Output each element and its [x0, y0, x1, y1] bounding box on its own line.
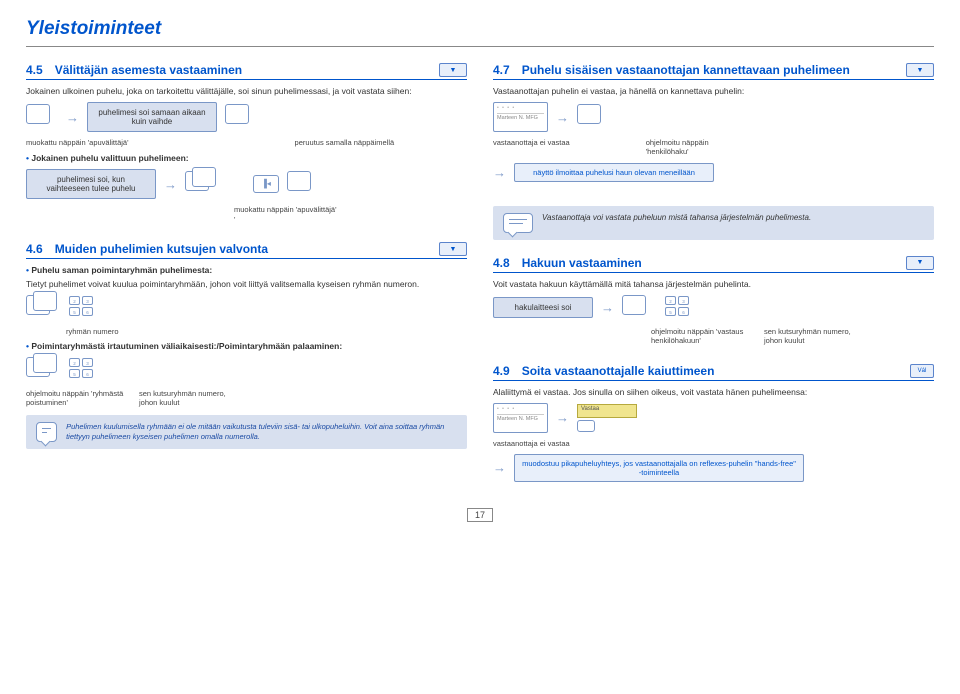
keypad-icon: 2356: [66, 296, 96, 320]
speech-bubble-icon: [36, 422, 57, 442]
status-info: muodostuu pikapuheluyhteys, jos vastaano…: [514, 454, 804, 482]
arrow-icon: →: [493, 165, 506, 180]
section-4-6-header: 4.6 Muiden puhelimien kutsujen valvonta: [26, 240, 467, 259]
note-box: Puhelimen kuulumisella ryhmään ei ole mi…: [26, 415, 467, 449]
note-text: Puhelimen kuulumisella ryhmään ei ole mi…: [66, 422, 457, 442]
softkey-icon: Vastaa: [577, 404, 637, 432]
arrow-icon: →: [556, 110, 569, 125]
label: ohjelmoitu näppäin 'henkilöhaku': [646, 138, 751, 157]
intro-text: Vastaanottajan puhelin ei vastaa, ja hän…: [493, 86, 934, 96]
speech-bubble-icon: [503, 213, 533, 233]
dropdown-icon: [439, 63, 467, 77]
key-overlap-icon: [26, 357, 58, 383]
arrow-icon: →: [493, 460, 506, 475]
section-number: 4.9: [493, 364, 510, 378]
section-title: Soita vastaanottajalle kaiuttimeen: [522, 364, 715, 378]
key-label: peruutus samalla näppäimellä: [295, 138, 395, 147]
label: vastaanottaja ei vastaa: [493, 439, 598, 448]
bullet-text: Jokainen puhelu valittuun puhelimeen:: [31, 153, 188, 163]
section-number: 4.5: [26, 63, 43, 77]
phone-screen-icon: • • • •Marteen N. MFG: [493, 403, 548, 433]
section-title: Hakuun vastaaminen: [522, 256, 642, 270]
intro-text: Jokainen ulkoinen puhelu, joka on tarkoi…: [26, 86, 467, 96]
arrow-icon: →: [66, 110, 79, 125]
right-column: 4.7 Puhelu sisäisen vastaanottajan kanne…: [493, 61, 934, 488]
info-box: puhelimesi soi samaan aikaan kuin vaihde: [87, 102, 217, 132]
section-4-7-header: 4.7 Puhelu sisäisen vastaanottajan kanne…: [493, 61, 934, 80]
label: ohjelmoitu näppäin 'ryhmästä poistuminen…: [26, 389, 131, 408]
label: sen kutsuryhmän numero, johon kuulut: [764, 327, 869, 346]
key-label: muokattu näppäin 'apuvälittäjä': [26, 138, 129, 147]
label: ryhmän numero: [66, 327, 171, 336]
key-overlap-icon: [26, 295, 58, 321]
section-title: Muiden puhelimien kutsujen valvonta: [55, 242, 268, 256]
key-indicator-icon: [225, 104, 257, 130]
label: sen kutsuryhmän numero, johon kuulut: [139, 389, 244, 408]
badge-icon: Vál: [910, 364, 934, 378]
key-label: muokattu näppäin 'apuvälittäjä' ': [234, 205, 339, 224]
arrow-icon: →: [164, 177, 177, 192]
key-indicator-icon: [622, 295, 654, 321]
key-overlap-icon: [185, 171, 217, 197]
phone-screen-icon: • • • •Marteen N. MFG: [493, 102, 548, 132]
keypad-icon: 2356: [662, 296, 692, 320]
section-number: 4.7: [493, 63, 510, 77]
arrow-icon: →: [601, 300, 614, 315]
section-number: 4.8: [493, 256, 510, 270]
section-title: Välittäjän asemesta vastaaminen: [55, 63, 242, 77]
note-box: Vastaanottaja voi vastata puheluun mistä…: [493, 206, 934, 240]
key-indicator-icon: [287, 171, 319, 197]
dropdown-icon: [906, 256, 934, 270]
bullet-text: Puhelu saman poimintaryhmän puhelimesta:: [31, 265, 212, 275]
left-column: 4.5 Välittäjän asemesta vastaaminen Joka…: [26, 61, 467, 488]
arrow-icon: →: [556, 410, 569, 425]
label: ohjelmoitu näppäin 'vastaus henkilöhakuu…: [651, 327, 756, 346]
body-text: Voit vastata hakuun käyttämällä mitä tah…: [493, 279, 934, 289]
bullet-text: Poimintaryhmästä irtautuminen väliaikais…: [31, 341, 342, 351]
section-4-5-header: 4.5 Välittäjän asemesta vastaaminen: [26, 61, 467, 80]
note-text: Vastaanottaja voi vastata puheluun mistä…: [542, 213, 811, 222]
play-key-icon: ▐◂: [253, 175, 279, 193]
key-indicator-icon: [577, 104, 609, 130]
info-box: hakulaitteesi soi: [493, 297, 593, 318]
section-title: Puhelu sisäisen vastaanottajan kannettav…: [522, 63, 850, 77]
section-4-8-header: 4.8 Hakuun vastaaminen: [493, 254, 934, 273]
label: vastaanottaja ei vastaa: [493, 138, 570, 147]
section-number: 4.6: [26, 242, 43, 256]
dropdown-icon: [906, 63, 934, 77]
page-title: Yleistoiminteet: [26, 18, 934, 46]
info-box: puhelimesi soi, kun vaihteeseen tulee pu…: [26, 169, 156, 199]
section-4-9-header: 4.9 Soita vastaanottajalle kaiuttimeen V…: [493, 362, 934, 381]
page-number: 17: [467, 508, 493, 522]
keypad-icon: 2356: [66, 358, 96, 382]
dropdown-icon: [439, 242, 467, 256]
body-text: Tietyt puhelimet voivat kuulua poimintar…: [26, 279, 467, 289]
body-text: Alaliittymä ei vastaa. Jos sinulla on si…: [493, 387, 934, 397]
key-indicator-icon: [26, 104, 58, 130]
status-info: näyttö ilmoittaa puhelusi haun olevan me…: [514, 163, 714, 182]
